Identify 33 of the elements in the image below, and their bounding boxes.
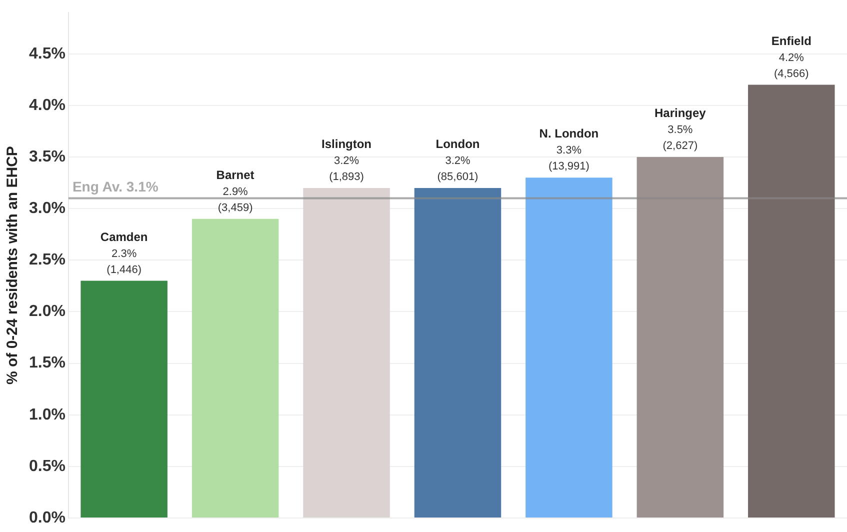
y-tick-label: 4.0%	[29, 96, 66, 114]
y-tick-label: 2.0%	[29, 303, 66, 320]
x-tick-label: Haringey	[654, 106, 706, 120]
x-tick-label: Barnet	[216, 168, 254, 182]
data-label: 2.9% (3,459)	[218, 186, 253, 214]
data-label: 3.3% (13,991)	[548, 144, 590, 173]
data-label: 2.3% (1,446)	[106, 248, 142, 276]
bar	[526, 178, 612, 518]
x-tick-label: London	[436, 136, 480, 151]
data-label: 3.2% (85,601)	[437, 154, 478, 183]
bar	[636, 157, 724, 518]
y-tick-label: 1.0%	[29, 406, 66, 424]
bar	[192, 218, 279, 518]
x-tick-label: N. London	[539, 126, 599, 141]
data-label: 4.2% (4,566)	[774, 52, 809, 80]
x-tick-label: Islington	[322, 136, 372, 151]
y-tick-label: 3.0%	[29, 200, 66, 217]
y-tick-label: 1.5%	[29, 354, 66, 372]
bar	[748, 84, 835, 518]
y-tick-label: 0.5%	[29, 458, 66, 475]
y-tick-label: 3.5%	[29, 148, 66, 166]
y-tick-label: 4.5%	[29, 45, 66, 62]
x-tick-label: Camden	[100, 230, 148, 244]
x-tick-label: Enfield	[771, 34, 812, 48]
data-label: 3.5% (2,627)	[662, 124, 698, 152]
y-tick-label: 0.0%	[29, 509, 66, 526]
y-axis-title: % of 0-24 residents with an EHCP	[4, 146, 22, 384]
bar	[80, 280, 168, 518]
ref-line-label: Eng Av. 3.1%	[72, 178, 159, 194]
bar	[303, 188, 390, 518]
data-label: 3.2% (1,893)	[329, 154, 364, 183]
y-tick-label: 2.5%	[29, 252, 66, 269]
bar	[414, 188, 502, 518]
